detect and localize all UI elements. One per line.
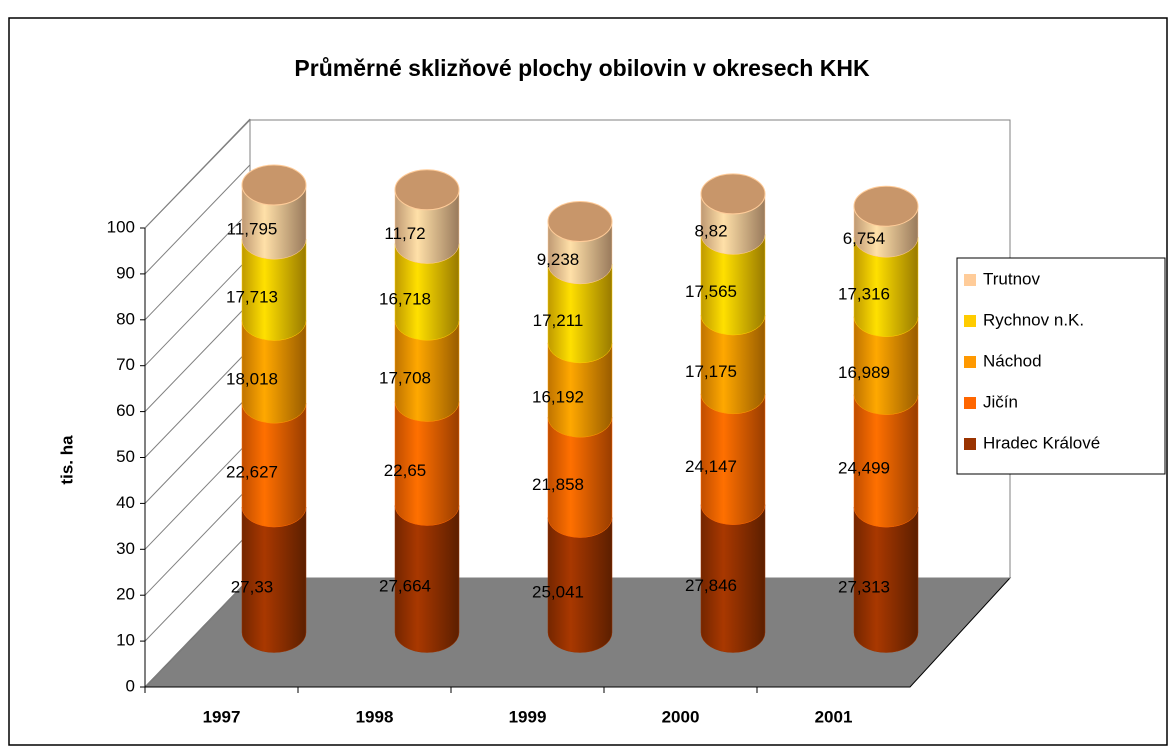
grid-line bbox=[144, 302, 251, 412]
y-tick-label: 30 bbox=[116, 539, 135, 558]
y-tick-label: 80 bbox=[116, 309, 135, 328]
y-axis-label: tis. ha bbox=[57, 435, 76, 485]
data-label: 27,33 bbox=[231, 577, 274, 596]
y-tick-label: 40 bbox=[116, 493, 135, 512]
data-label: 17,565 bbox=[685, 282, 737, 301]
x-tick-label: 1998 bbox=[356, 707, 394, 726]
data-label: 24,147 bbox=[685, 457, 737, 476]
legend-label: Trutnov bbox=[983, 269, 1041, 288]
data-label: 27,664 bbox=[379, 576, 431, 595]
legend-swatch bbox=[964, 397, 976, 409]
data-label: 22,627 bbox=[226, 463, 278, 482]
y-tick-label: 60 bbox=[116, 401, 135, 420]
legend bbox=[956, 257, 1166, 475]
x-tick-label: 1997 bbox=[203, 707, 241, 726]
y-tick-label: 20 bbox=[116, 585, 135, 604]
grid-line bbox=[144, 256, 251, 367]
grid-line bbox=[144, 485, 251, 596]
legend-label: Náchod bbox=[983, 351, 1042, 370]
legend-swatch bbox=[964, 315, 976, 327]
x-tick-label: 1999 bbox=[509, 707, 547, 726]
legend-swatch bbox=[964, 274, 976, 286]
cylinder-top bbox=[547, 201, 613, 243]
y-tick-label: 70 bbox=[116, 355, 135, 374]
cylinder-top bbox=[853, 185, 919, 227]
grid-line bbox=[144, 164, 251, 275]
data-label: 17,316 bbox=[838, 284, 890, 303]
grid-line bbox=[144, 394, 251, 504]
cylinder-top bbox=[241, 164, 307, 206]
grid-line bbox=[144, 118, 251, 229]
cylinder-top bbox=[700, 173, 766, 215]
y-tick-label: 0 bbox=[126, 676, 135, 695]
grid-line bbox=[144, 210, 251, 321]
grid-line bbox=[144, 577, 251, 688]
data-label: 27,846 bbox=[685, 576, 737, 595]
legend-swatch bbox=[964, 438, 976, 450]
legend-label: Hradec Králové bbox=[983, 433, 1100, 452]
cylinder-top bbox=[394, 169, 460, 211]
legend-label: Jičín bbox=[983, 392, 1018, 411]
data-label: 16,989 bbox=[838, 363, 890, 382]
grid-line bbox=[144, 531, 251, 642]
data-label: 27,313 bbox=[838, 577, 890, 596]
data-label: 16,192 bbox=[532, 388, 584, 407]
data-label: 18,018 bbox=[226, 369, 278, 388]
data-label: 9,238 bbox=[537, 250, 580, 269]
data-label: 6,754 bbox=[843, 229, 886, 248]
data-label: 11,72 bbox=[384, 224, 425, 243]
y-tick-label: 50 bbox=[116, 447, 135, 466]
data-label: 8,82 bbox=[694, 222, 727, 241]
data-label: 17,713 bbox=[226, 287, 278, 306]
legend-label: Rychnov n.K. bbox=[983, 310, 1084, 329]
data-label: 17,708 bbox=[379, 368, 431, 387]
data-label: 21,858 bbox=[532, 475, 584, 494]
data-label: 22,65 bbox=[384, 461, 427, 480]
y-tick-label: 10 bbox=[116, 631, 135, 650]
y-tick-label: 100 bbox=[107, 217, 135, 236]
legend-swatch bbox=[964, 356, 976, 368]
data-label: 24,499 bbox=[838, 458, 890, 477]
grid-line bbox=[144, 348, 251, 458]
data-label: 17,211 bbox=[533, 311, 584, 330]
x-tick-label: 2000 bbox=[662, 707, 700, 726]
grid-line bbox=[144, 439, 251, 550]
data-label: 11,795 bbox=[227, 220, 278, 239]
chart-title: Průměrné sklizňové plochy obilovin v okr… bbox=[294, 55, 870, 81]
data-label: 16,718 bbox=[379, 289, 431, 308]
y-tick-label: 90 bbox=[116, 263, 135, 282]
x-tick-label: 2001 bbox=[815, 707, 853, 726]
data-label: 25,041 bbox=[532, 583, 584, 602]
data-label: 17,175 bbox=[685, 362, 737, 381]
